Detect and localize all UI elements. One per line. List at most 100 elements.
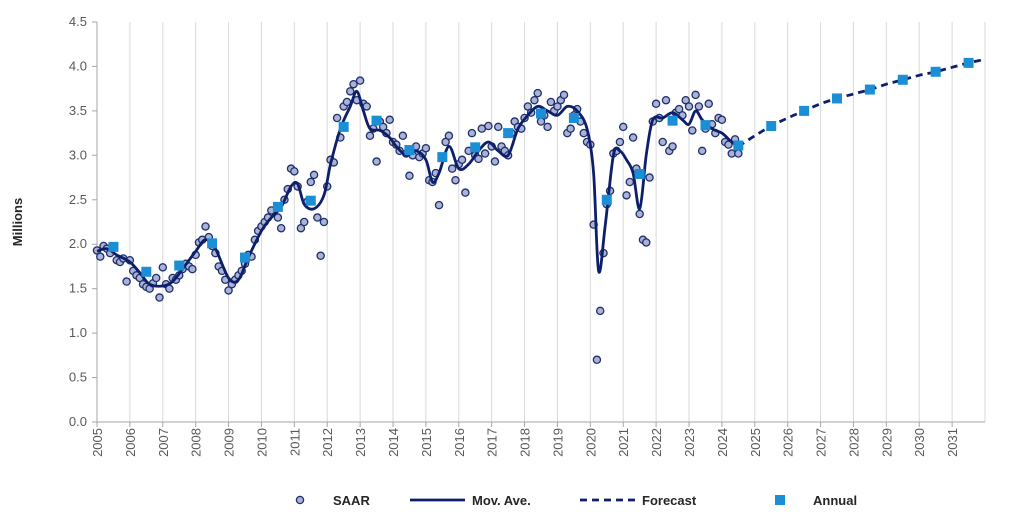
saar-point: [151, 273, 161, 283]
x-tick-label: 2005: [90, 428, 105, 457]
saar-point: [717, 115, 727, 125]
saar-point: [688, 126, 697, 135]
y-tick-label: 2.5: [69, 192, 87, 207]
series-saar: [92, 76, 743, 365]
annual-point: [174, 260, 185, 271]
saar-point: [651, 99, 661, 109]
annual-point: [503, 128, 514, 139]
saar-point: [697, 146, 707, 156]
vertical-gridlines: [96, 22, 986, 422]
annual-point: [207, 238, 218, 249]
annual-point: [470, 142, 481, 153]
legend-swatch: [295, 495, 305, 505]
x-tick-label: 2020: [583, 428, 598, 457]
saar-point: [684, 102, 694, 111]
saar-point: [158, 263, 168, 272]
legend-label: SAAR: [333, 493, 370, 508]
x-tick-label: 2013: [353, 428, 368, 457]
y-tick-labels: 0.0 0.5 1.0 1.5 2.0 2.5 3.0 3.5 4.0 4.5: [69, 14, 87, 429]
saar-point: [658, 137, 667, 147]
saar-point: [533, 88, 542, 98]
x-tick-label: 2025: [748, 428, 763, 457]
annual-point: [108, 241, 119, 252]
saar-point: [306, 177, 316, 187]
saar-point: [201, 222, 210, 231]
annual-point: [930, 66, 941, 77]
saar-point: [559, 90, 569, 100]
legend-item-annual: Annual: [775, 493, 857, 508]
y-tick-label: 4.0: [69, 58, 87, 73]
saar-point: [622, 191, 631, 200]
saar-point: [645, 173, 654, 182]
legend-item-moving_average: Mov. Ave.: [410, 493, 531, 508]
saar-point: [434, 200, 444, 210]
saar-point: [349, 79, 358, 89]
y-tick-label: 0.0: [69, 414, 87, 429]
saar-point: [332, 113, 342, 123]
x-tick-label: 2017: [485, 428, 500, 457]
saar-point: [490, 157, 500, 166]
x-tick-label: 2031: [945, 428, 960, 457]
legend-label: Mov. Ave.: [472, 493, 531, 508]
annual-point: [601, 194, 612, 205]
saar-point: [546, 97, 556, 107]
saar-point: [530, 95, 539, 105]
annual-point: [240, 252, 250, 263]
saar-point: [625, 177, 635, 187]
saar-point: [372, 157, 381, 166]
x-tick-label: 2018: [518, 428, 533, 457]
y-tick-label: 3.5: [69, 103, 87, 118]
x-tick-labels: 2005 2006 2007 2008 2009 2010 2011 2012 2013 2014…: [90, 428, 960, 457]
saar-point: [467, 128, 477, 138]
saar-point: [566, 124, 575, 133]
x-tick-label: 2016: [452, 428, 467, 457]
x-tick-label: 2023: [682, 428, 697, 457]
annual-point: [141, 266, 152, 277]
y-tick-label: 3.0: [69, 147, 87, 162]
y-tick-label: 1.0: [69, 325, 87, 340]
x-tick-label: 2030: [912, 428, 927, 457]
x-tick-label: 2021: [616, 428, 631, 457]
saar-point: [457, 155, 467, 165]
x-tick-label: 2011: [287, 428, 302, 456]
saar-point: [724, 140, 733, 149]
x-tick-label: 2009: [222, 428, 237, 457]
x-tick-label: 2015: [419, 428, 434, 457]
saar-point: [290, 167, 299, 176]
x-tick-label: 2019: [550, 428, 565, 457]
saar-point: [543, 122, 552, 132]
saar-point: [155, 293, 164, 302]
x-tick-label: 2027: [814, 428, 829, 457]
saar-point: [447, 164, 457, 173]
x-tick-label: 2007: [156, 428, 171, 457]
saar-point: [122, 277, 131, 286]
saar-point: [641, 238, 651, 247]
annual-point: [733, 140, 744, 151]
saar-point: [421, 143, 431, 153]
saar-point: [444, 131, 454, 141]
annual-point: [305, 195, 316, 206]
legend-item-saar: SAAR: [295, 493, 370, 508]
annual-point: [897, 74, 908, 85]
annual-point: [766, 121, 777, 131]
y-tick-label: 2.0: [69, 236, 87, 251]
saar-point: [276, 223, 286, 233]
x-tick-label: 2006: [123, 428, 138, 457]
saar-point: [365, 131, 375, 141]
saar-point: [345, 87, 355, 96]
saar-point: [668, 142, 677, 151]
x-tick-label: 2010: [254, 428, 269, 457]
saar-point: [484, 121, 493, 131]
annual-point: [338, 121, 349, 132]
y-axis-label: Millions: [10, 198, 25, 246]
saar-point: [188, 264, 197, 274]
saar-point: [405, 171, 414, 181]
series-forecast-line: [737, 57, 986, 148]
series-annual: [108, 57, 974, 277]
x-tick-label: 2029: [879, 428, 894, 457]
saar-point: [661, 95, 671, 105]
annual-point: [963, 57, 974, 68]
annual-point: [864, 84, 875, 95]
saar-point: [618, 122, 628, 132]
